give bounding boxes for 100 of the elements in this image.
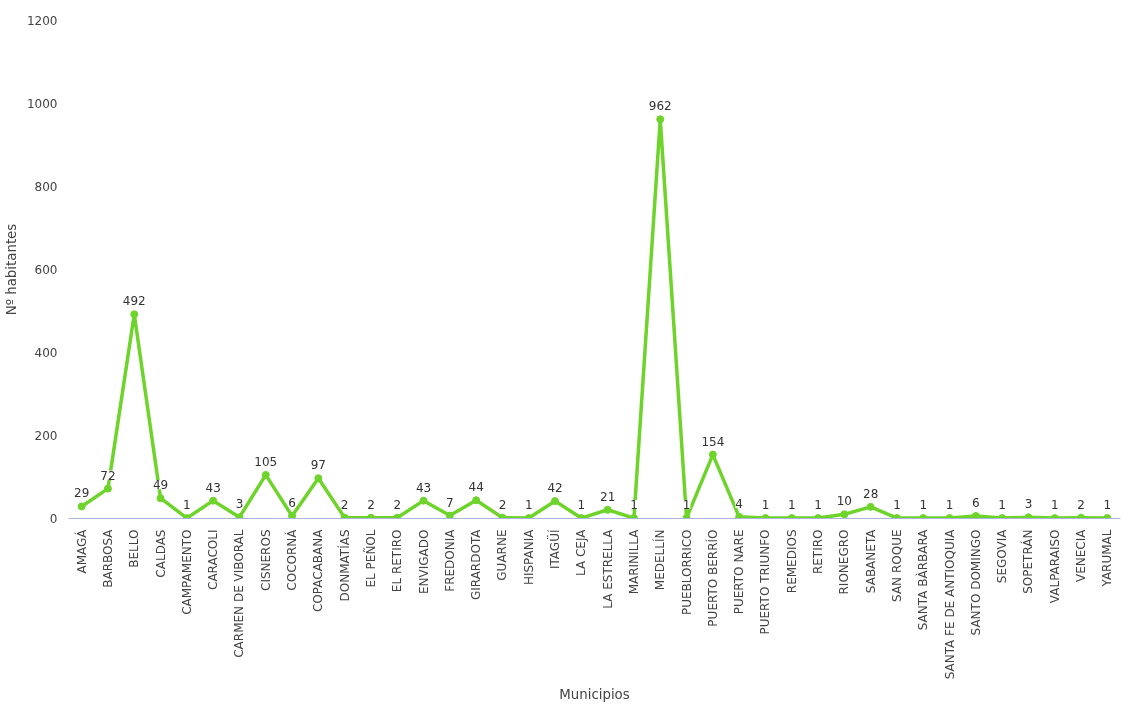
x-tick-label: SANTO DOMINGO: [968, 529, 983, 636]
point: [130, 310, 139, 319]
data-label: 10: [836, 494, 852, 509]
x-tick-label: CARMEN DE VIBORAL: [232, 529, 247, 658]
x-tick-label: SANTA FE DE ANTIOQUIA: [942, 528, 957, 680]
data-label: 1: [998, 498, 1006, 513]
y-tick-label: 1200: [26, 14, 58, 28]
point: [603, 505, 612, 514]
data-label: 1: [524, 498, 533, 513]
data-label: 3: [235, 497, 244, 512]
data-label: 6: [972, 496, 980, 511]
y-tick-label: 800: [34, 180, 58, 194]
point: [840, 510, 849, 519]
data-label: 49: [152, 478, 169, 493]
y-axis-title: Nº habitantes: [3, 223, 19, 316]
point: [288, 512, 297, 519]
x-tick-label: AMAGÁ: [73, 528, 89, 574]
data-label: 2: [367, 497, 375, 512]
x-tick-label: BELLO: [127, 529, 142, 568]
x-tick-label: BARBOSA: [100, 528, 115, 588]
point: [419, 496, 428, 505]
data-label: 7: [446, 495, 454, 510]
data-label: 105: [254, 454, 278, 469]
x-tick-label: PUEBLORRICO: [679, 529, 694, 616]
data-label: 2: [340, 497, 349, 512]
point: [866, 502, 875, 511]
x-tick-label: CISNEROS: [258, 529, 273, 591]
data-label: 962: [648, 99, 672, 114]
data-label: 1: [630, 498, 638, 513]
data-label: 3: [1024, 497, 1033, 512]
data-label: 2: [393, 497, 402, 512]
point: [77, 502, 86, 511]
data-label: 6: [288, 496, 296, 511]
x-tick-label: PUERTO BERRÍO: [704, 529, 720, 627]
data-label: 21: [600, 489, 616, 504]
y-tick-label: 600: [34, 263, 58, 277]
x-tick-label: VALPARAISO: [1047, 529, 1062, 604]
data-label: 28: [863, 486, 879, 501]
x-tick-label: PUERTO TRIUNFO: [758, 529, 773, 635]
data-label: 154: [701, 434, 725, 449]
x-tick-label: EL RETIRO: [390, 529, 405, 593]
x-tick-label: MARINILLA: [626, 528, 641, 595]
data-label: 1: [183, 498, 191, 513]
data-label: 1: [787, 498, 796, 513]
point: [735, 512, 744, 519]
x-tick-label: LA ESTRELLA: [600, 528, 615, 609]
x-tick-label: LA CEJA: [574, 528, 589, 576]
data-label: 492: [122, 294, 146, 309]
data-label: 1: [761, 498, 770, 513]
x-tick-label: HISPANIA: [521, 528, 536, 586]
x-tick-label: CAMPAMENTO: [179, 529, 194, 615]
x-tick-label: VENECIA: [1074, 528, 1089, 582]
point: [103, 484, 112, 493]
data-label: 43: [205, 480, 221, 495]
data-label: 1: [577, 498, 586, 513]
x-tick-label: ITAGÜÍ: [546, 529, 563, 570]
x-tick-label: SOPETRÁN: [1020, 529, 1036, 594]
y-tick-label: 1000: [26, 97, 58, 111]
data-label: 72: [100, 468, 116, 483]
data-label: 1: [1050, 498, 1059, 513]
point: [551, 497, 560, 506]
y-tick-label: 200: [34, 429, 58, 443]
point: [156, 494, 165, 503]
data-label: 1: [945, 498, 954, 513]
data-label: 1: [919, 498, 928, 513]
data-label: 44: [468, 480, 484, 495]
point: [472, 496, 481, 505]
point: [209, 496, 218, 505]
data-label: 1: [893, 498, 901, 513]
x-tick-label: CALDAS: [153, 529, 168, 578]
data-label: 97: [310, 458, 326, 473]
point: [261, 470, 270, 479]
x-tick-label: COCORNÁ: [284, 528, 300, 591]
x-tick-label: SAN ROQUE: [889, 529, 904, 602]
x-tick-label: ENVIGADO: [416, 529, 431, 594]
x-tick-label: SEGOVIA: [995, 528, 1010, 584]
x-tick-label: SANTA BÀRBARA: [915, 528, 931, 631]
point: [445, 511, 454, 519]
data-label: 42: [547, 481, 563, 496]
data-label: 2: [498, 497, 507, 512]
y-tick-label: 0: [49, 512, 58, 526]
x-tick-label: YARUMAL: [1100, 529, 1115, 588]
x-tick-label: RIONEGRO: [837, 529, 852, 595]
point: [656, 115, 665, 124]
x-tick-label: RETIRO: [811, 529, 826, 575]
x-axis-title: Municipios: [559, 687, 630, 703]
x-tick-label: GIRARDOTA: [469, 528, 484, 601]
data-label: 2: [1077, 497, 1085, 512]
y-tick-label: 400: [34, 346, 58, 360]
data-label: 1: [682, 498, 691, 513]
data-label: 4: [735, 496, 743, 511]
x-tick-label: EL PEÑOL: [362, 529, 378, 588]
data-label: 1: [1103, 498, 1112, 513]
x-tick-label: DONMATÍAS: [336, 529, 352, 602]
data-label: 43: [415, 480, 432, 495]
x-tick-label: CARACOLI: [206, 529, 221, 590]
x-tick-label: MEDELLÍN: [652, 529, 668, 591]
x-tick-label: REMEDIOS: [784, 529, 799, 594]
data-label: 1: [814, 498, 822, 513]
x-tick-label: FREDONIA: [442, 528, 457, 592]
